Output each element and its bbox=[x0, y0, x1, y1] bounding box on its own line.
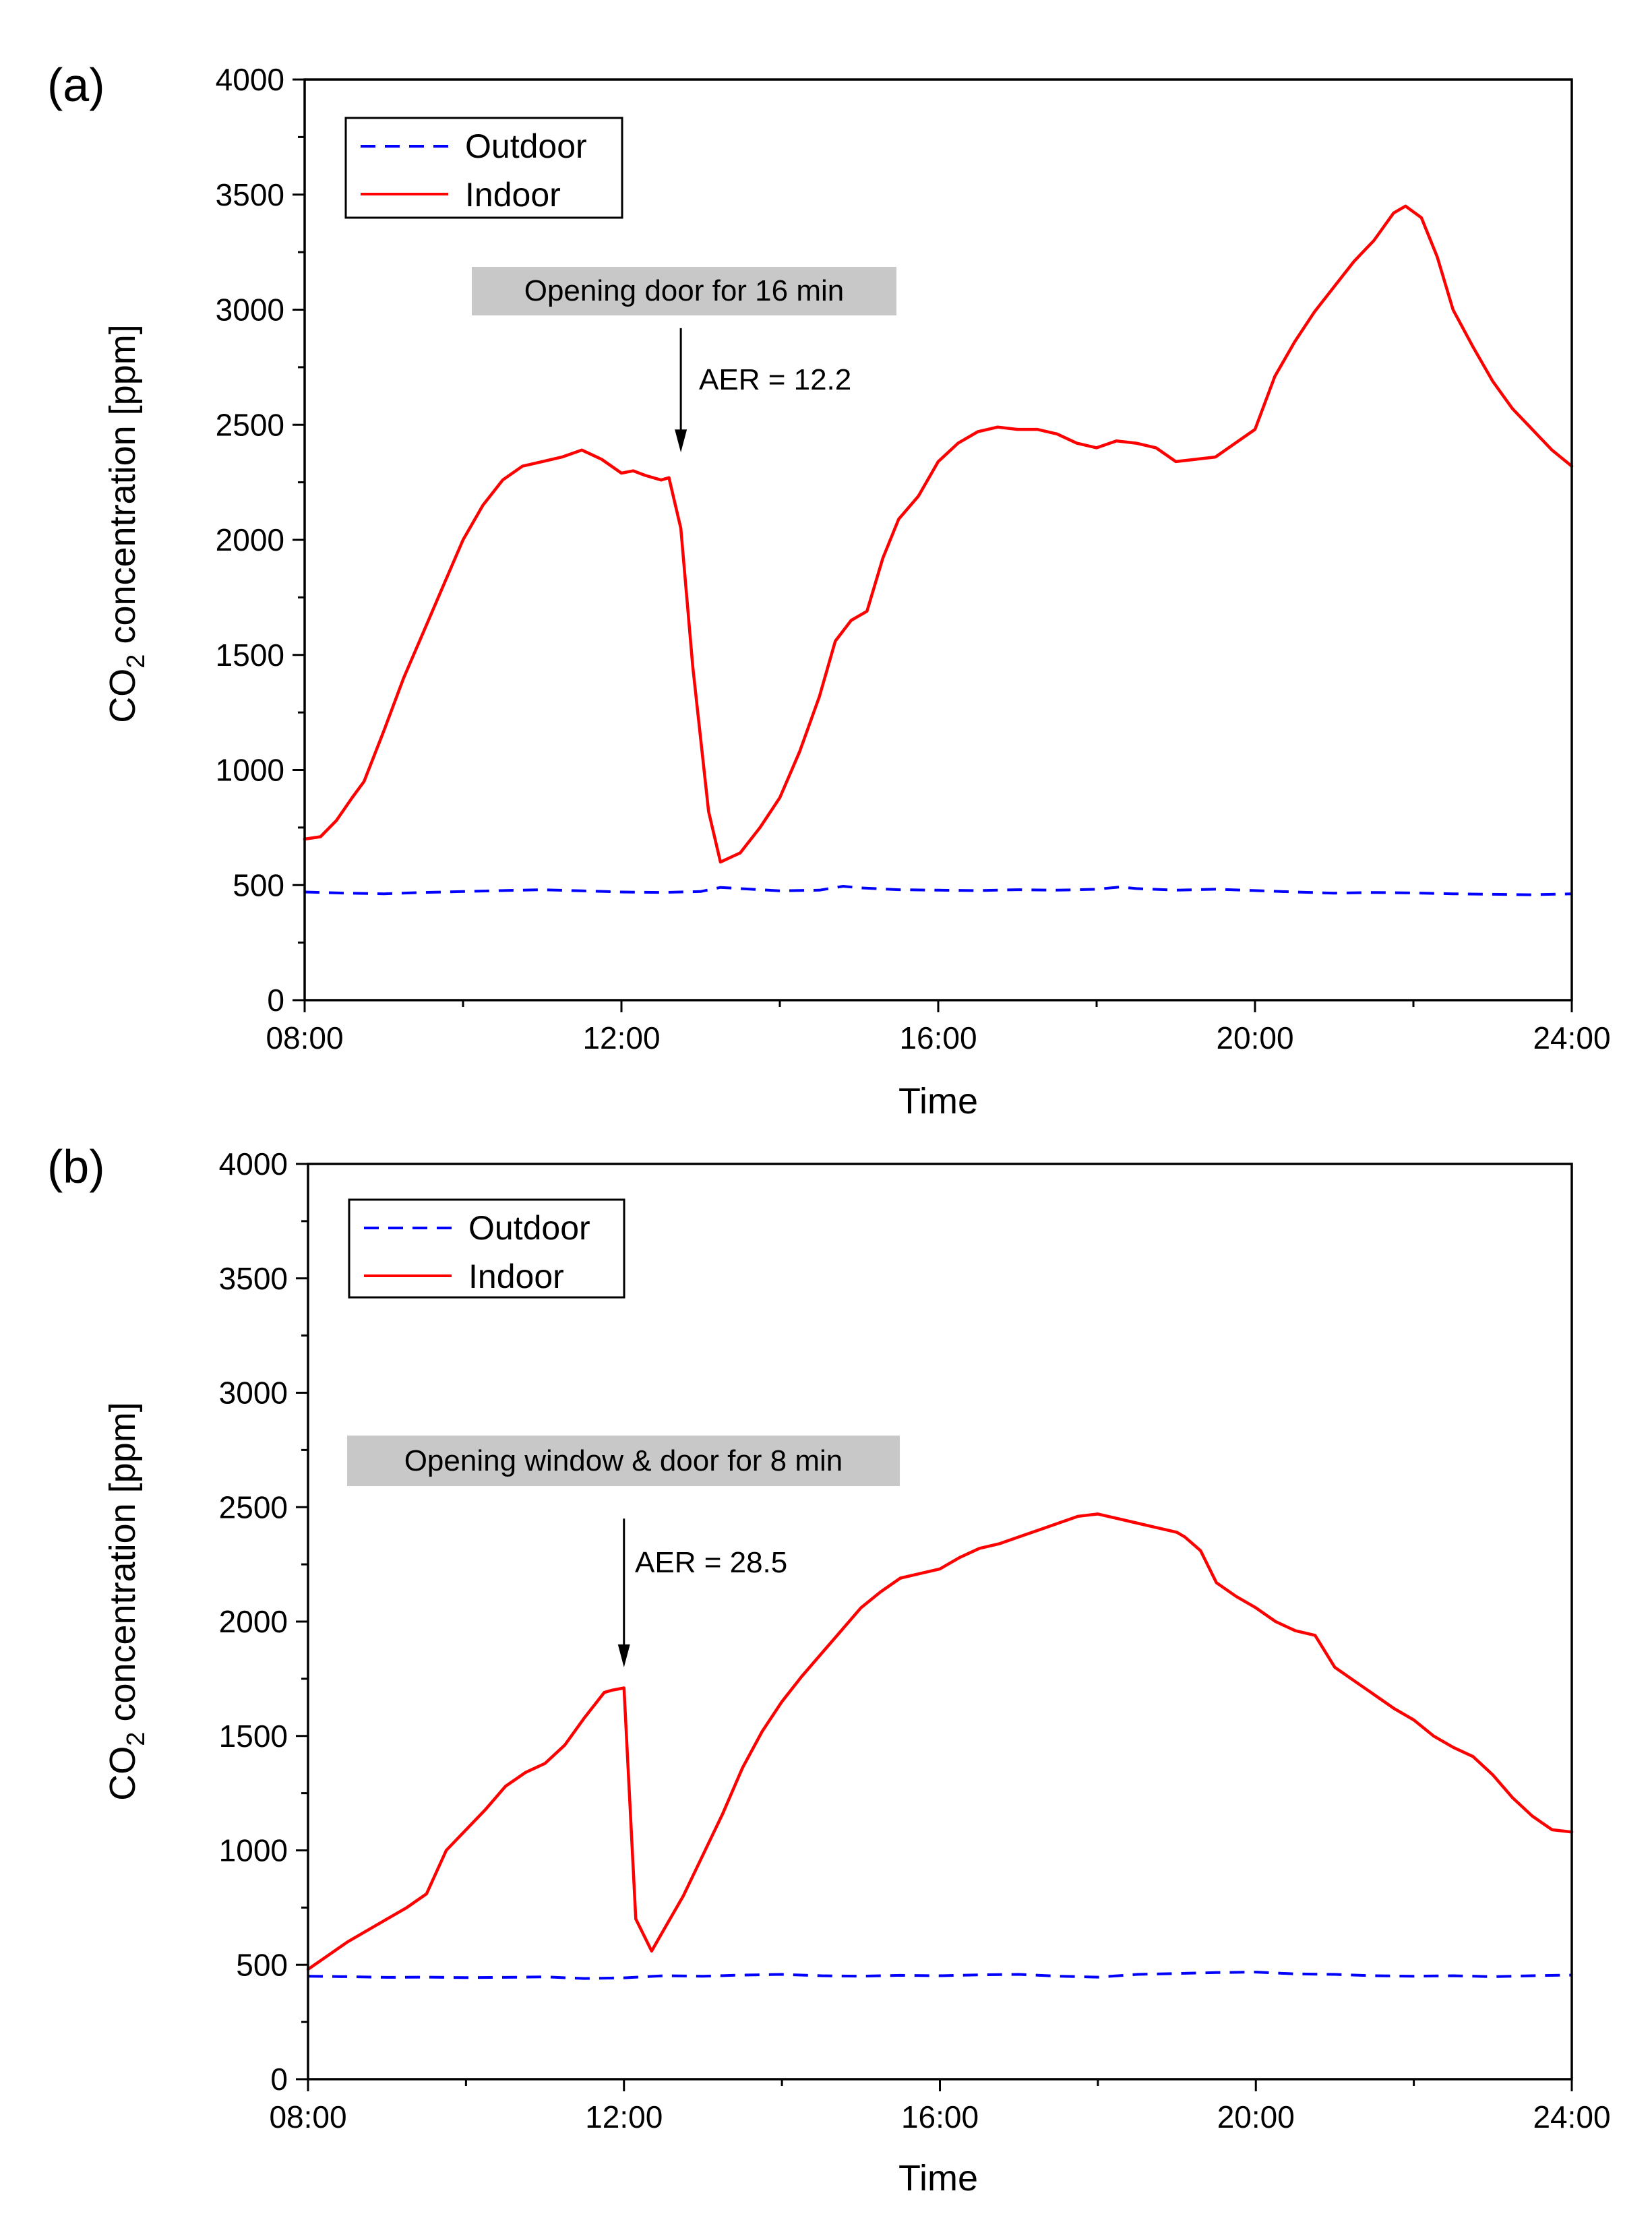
legend-indoor-label-a: Indoor bbox=[465, 176, 561, 214]
panel-label-a: (a) bbox=[47, 59, 105, 111]
annotation-text-a: Opening door for 16 min bbox=[524, 274, 845, 307]
legend-indoor-label-b: Indoor bbox=[468, 1258, 564, 1295]
y-tick-label: 3500 bbox=[216, 177, 284, 212]
y-tick-label: 0 bbox=[267, 983, 284, 1018]
series-line-outdoor bbox=[307, 1971, 1572, 1980]
y-tick-label: 2500 bbox=[216, 407, 284, 442]
x-tick-label: 16:00 bbox=[899, 1020, 977, 1055]
y-tick-label: 4000 bbox=[219, 1146, 288, 1181]
y-tick-label: 4000 bbox=[216, 62, 284, 97]
y-tick-label: 2000 bbox=[219, 1604, 288, 1639]
svg-text:CO2 concentration [ppm]: CO2 concentration [ppm] bbox=[102, 324, 150, 722]
y-title-rest-a: concentration [ppm] bbox=[102, 324, 143, 654]
y-tick-label: 500 bbox=[236, 1947, 288, 1982]
legend-b: Outdoor Indoor bbox=[348, 1198, 625, 1299]
plot-frame bbox=[307, 1163, 1573, 2081]
y-tick-label: 0 bbox=[270, 2062, 288, 2097]
x-tick-label: 24:00 bbox=[1533, 1020, 1610, 1055]
axis-ticks-b: 0 500 1000 1500 2000 2500 3000 3500 4000 08:00 12:… bbox=[219, 1146, 1611, 2134]
y-title-sub-b: 2 bbox=[122, 1732, 150, 1746]
y-title-main-b: CO bbox=[102, 1746, 143, 1801]
annotation-box-b bbox=[347, 1436, 900, 1486]
y-tick-label: 3000 bbox=[216, 293, 284, 328]
axis-ticks-a: 0 500 1000 1500 2000 2500 3000 3500 4000 08:00 12:… bbox=[216, 62, 1611, 1055]
legend-box-a bbox=[344, 117, 623, 219]
legend-outdoor-label-a: Outdoor bbox=[465, 127, 587, 165]
annotation-b: Opening window & door for 8 min AER = 28… bbox=[347, 1436, 900, 1667]
y-tick-label: 500 bbox=[233, 867, 284, 902]
x-tick-label: 08:00 bbox=[269, 2099, 346, 2134]
y-title-main-a: CO bbox=[102, 669, 143, 723]
series-line-indoor bbox=[303, 204, 1574, 864]
plot-frame bbox=[303, 78, 1573, 1002]
plot-area-b bbox=[306, 1163, 1574, 2081]
y-axis-title-b: CO2 concentration [ppm] bbox=[102, 1402, 150, 1800]
legend-box-b bbox=[348, 1198, 625, 1299]
y-title-sub-a: 2 bbox=[122, 654, 150, 669]
y-tick-label: 3000 bbox=[219, 1376, 288, 1411]
plot-area-a bbox=[303, 78, 1574, 1002]
x-tick-label: 16:00 bbox=[901, 2099, 979, 2134]
x-tick-label: 24:00 bbox=[1533, 2099, 1610, 2134]
x-axis-title-a: Time bbox=[898, 1081, 978, 1121]
annotation-arrow-b bbox=[617, 1518, 630, 1667]
y-tick-label: 2000 bbox=[216, 522, 284, 557]
x-tick-label: 12:00 bbox=[582, 1020, 660, 1055]
legend-a: Outdoor Indoor bbox=[344, 117, 623, 219]
y-axis-title-a: CO2 concentration [ppm] bbox=[102, 324, 150, 722]
y-tick-label: 1000 bbox=[216, 753, 284, 788]
series-line-outdoor bbox=[304, 885, 1572, 896]
annotation-text-b: Opening window & door for 8 min bbox=[404, 1444, 843, 1477]
x-tick-label: 12:00 bbox=[585, 2099, 663, 2134]
arrow-head bbox=[617, 1644, 630, 1667]
y-tick-label: 1500 bbox=[216, 638, 284, 673]
y-tick-label: 3500 bbox=[219, 1261, 288, 1296]
y-tick-label: 1000 bbox=[219, 1833, 288, 1868]
x-tick-label: 20:00 bbox=[1216, 1020, 1293, 1055]
aer-label-b: AER = 28.5 bbox=[635, 1546, 787, 1579]
x-axis-title-b: Time bbox=[898, 2158, 978, 2198]
annotation-a: Opening door for 16 min AER = 12.2 bbox=[472, 267, 896, 453]
panel-b: (b) CO2 concentration [ppm] Time 0 500 100… bbox=[47, 1140, 1611, 2198]
panel-a: (a) CO2 concentration [ppm] Time 0 500 100… bbox=[47, 59, 1611, 1121]
legend-outdoor-label-b: Outdoor bbox=[468, 1209, 590, 1247]
arrow-head bbox=[675, 429, 687, 453]
y-title-rest-b: concentration [ppm] bbox=[102, 1402, 143, 1731]
svg-text:CO2 concentration [ppm]: CO2 concentration [ppm] bbox=[102, 1402, 150, 1800]
annotation-arrow-a bbox=[675, 328, 687, 453]
y-tick-label: 2500 bbox=[219, 1489, 288, 1525]
aer-label-a: AER = 12.2 bbox=[699, 363, 851, 396]
x-tick-label: 20:00 bbox=[1217, 2099, 1295, 2134]
y-tick-label: 1500 bbox=[219, 1719, 288, 1754]
x-tick-label: 08:00 bbox=[266, 1020, 343, 1055]
panel-label-b: (b) bbox=[47, 1140, 105, 1193]
annotation-box-a bbox=[472, 267, 896, 315]
series-line-indoor bbox=[306, 1512, 1574, 1971]
